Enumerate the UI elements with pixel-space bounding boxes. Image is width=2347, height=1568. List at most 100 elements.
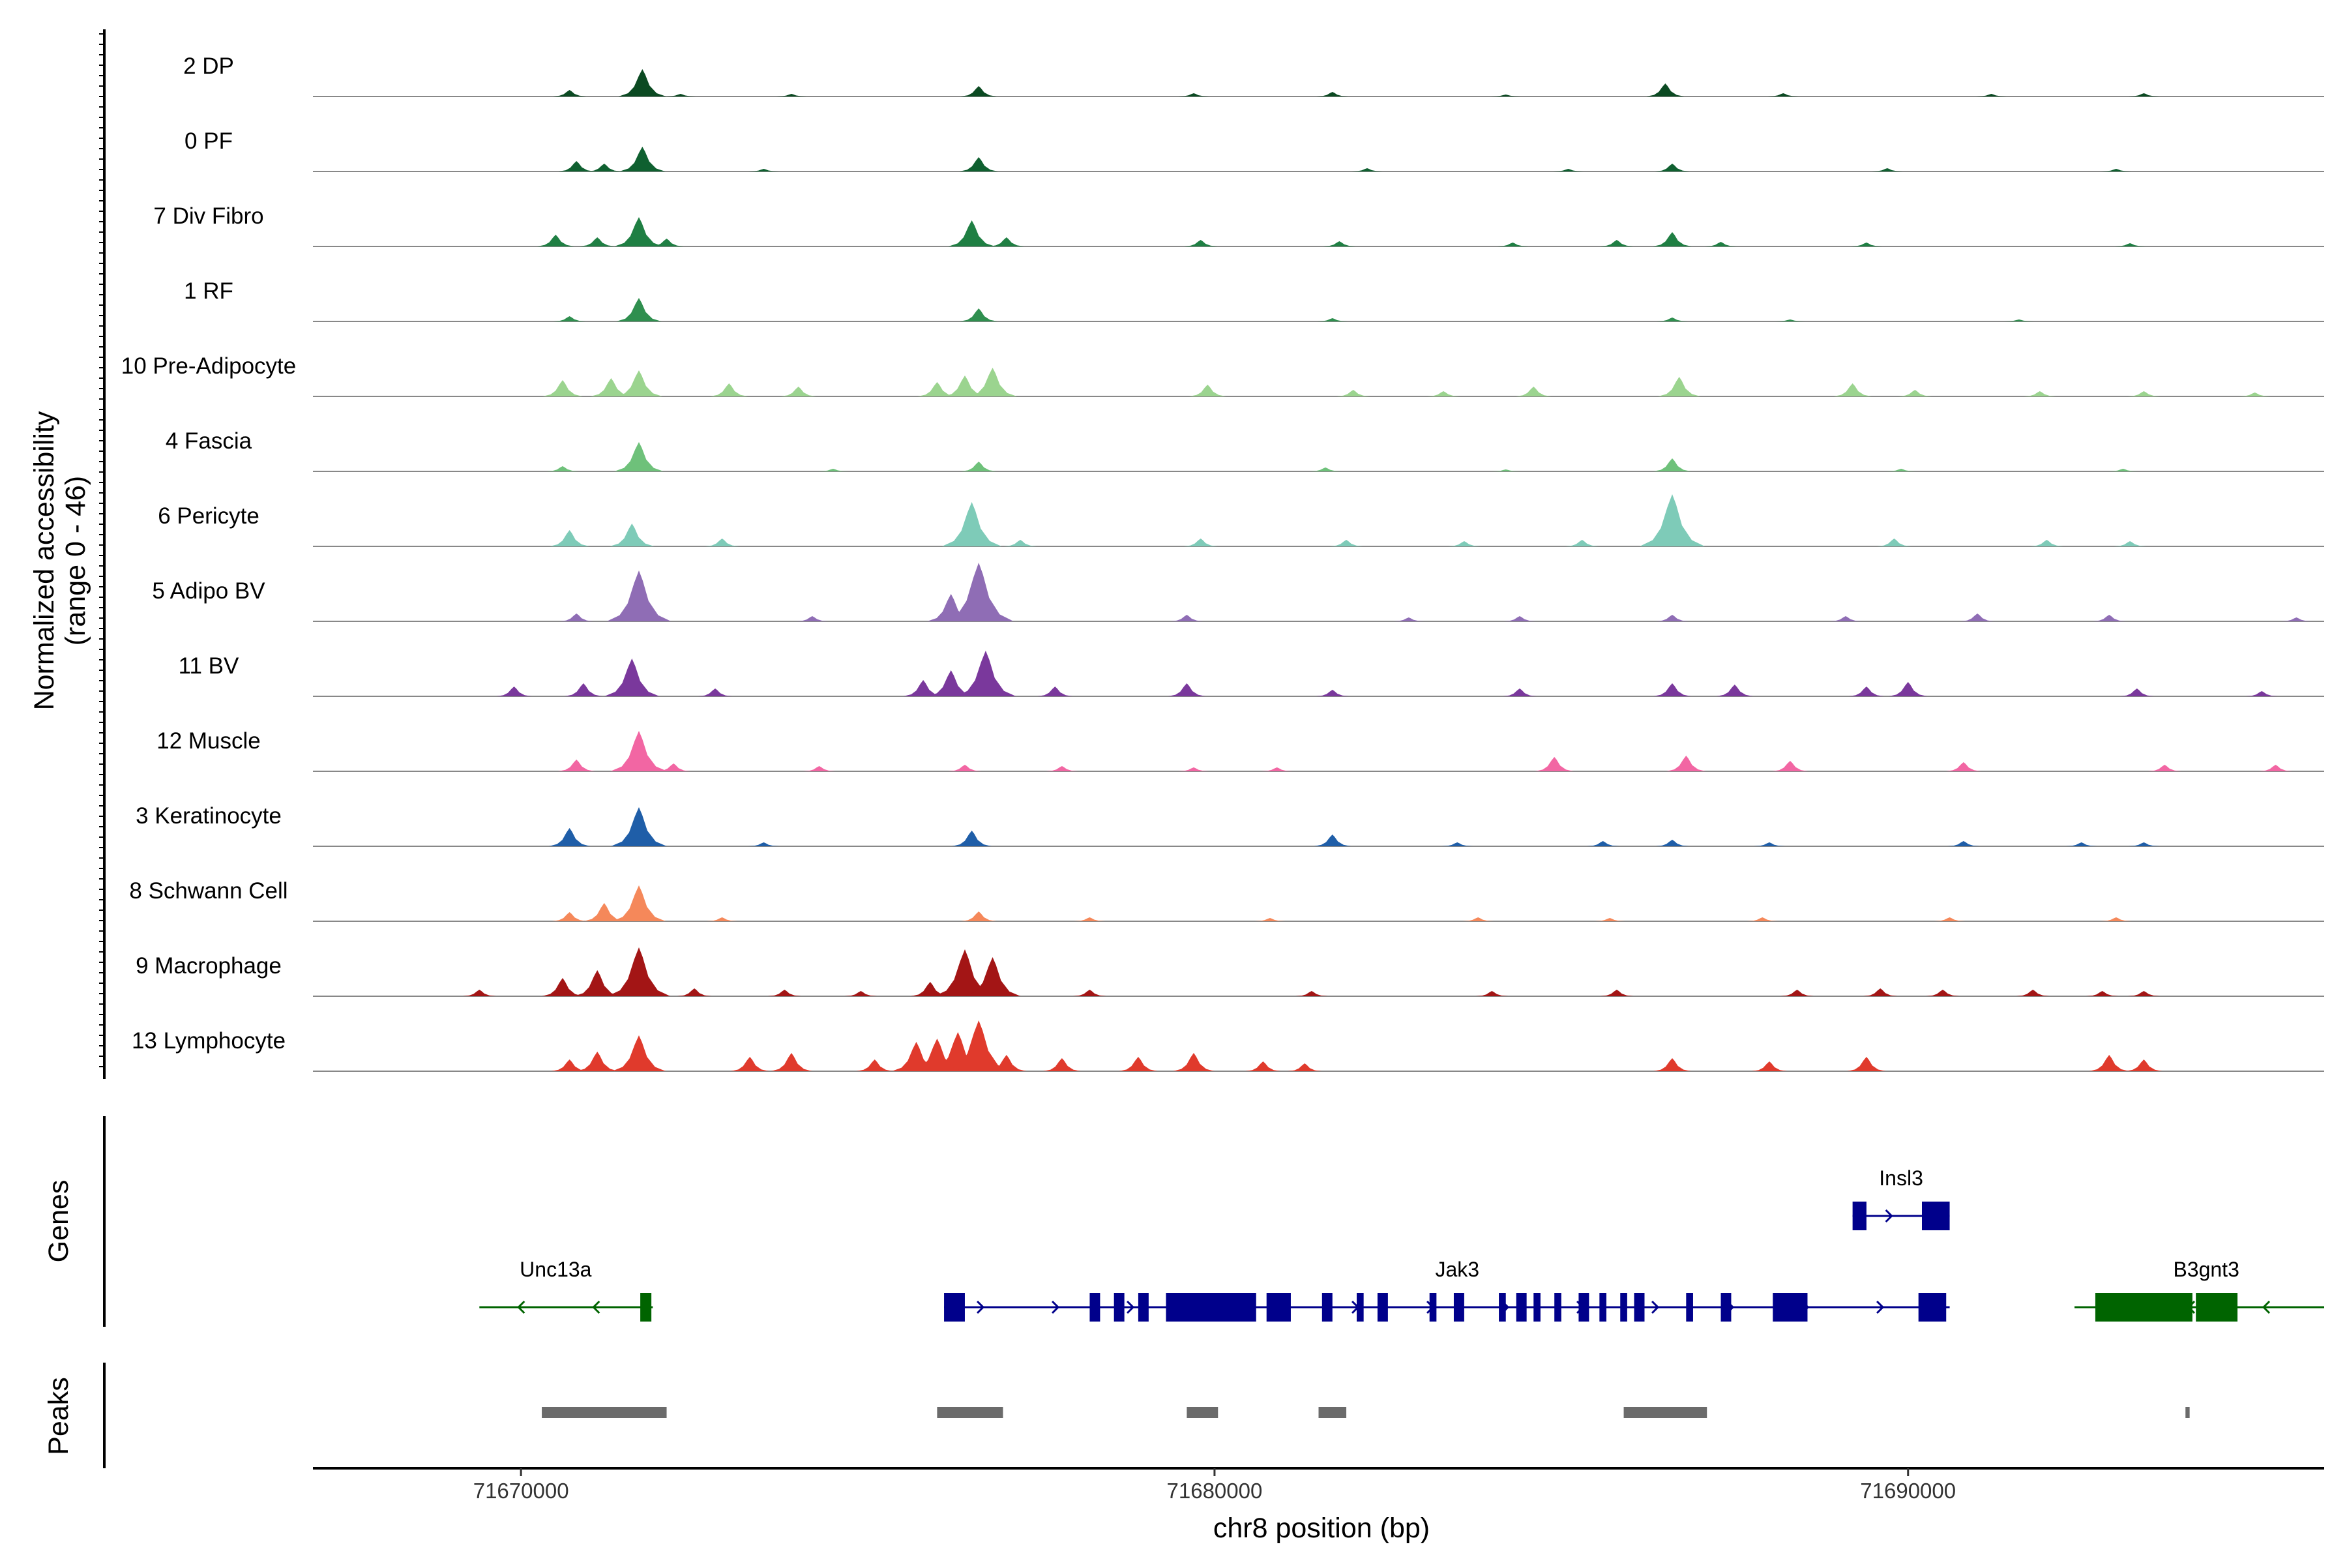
coverage-peak: [677, 988, 712, 996]
coverage-peak: [1847, 1057, 1886, 1071]
strand-arrow: [1126, 1300, 1135, 1314]
y-axis-range: (range 0 - 46): [60, 476, 91, 646]
coverage-peak: [2086, 991, 2119, 996]
gene-exon: [1266, 1293, 1291, 1322]
track-1-rf: 1 RF: [184, 278, 2324, 322]
coverage-peak: [614, 217, 664, 246]
coverage-peak: [2100, 917, 2132, 921]
coverage-peak: [1288, 1063, 1322, 1071]
gene-track: Unc13a Jak3 Insl3 B3gnt3: [479, 1166, 2324, 1322]
coverage-peak: [1046, 766, 1078, 771]
gene-exon: [1089, 1293, 1100, 1322]
coverage-peak: [1976, 94, 2007, 96]
coverage-peak: [2114, 541, 2146, 546]
coverage-peak: [1600, 990, 1634, 996]
peak-region: [1187, 1407, 1218, 1418]
coverage-peak: [1877, 539, 1912, 546]
coverage-peak: [1323, 241, 1356, 246]
coverage-peak: [803, 766, 836, 771]
coverage-peak: [649, 239, 684, 246]
peak-region: [2185, 1407, 2190, 1418]
track-label: 12 Muscle: [156, 728, 261, 754]
y-axis-title: Normalized accessibility: [29, 411, 60, 710]
coverage-peak: [948, 220, 996, 246]
coverage-peak: [612, 885, 666, 921]
coverage-peak: [934, 949, 996, 996]
track-5-adipo-bv: 5 Adipo BV: [152, 563, 2324, 622]
track-13-lymphocyte: 13 Lymphocyte: [132, 1020, 2324, 1072]
coverage-peak: [2127, 391, 2161, 396]
gene-exon: [640, 1293, 652, 1322]
coverage-peak: [537, 235, 574, 246]
coverage-peak: [2125, 1059, 2162, 1071]
coverage-peak: [542, 380, 583, 396]
gene-exon: [1138, 1293, 1149, 1322]
coverage-peak: [1310, 467, 1342, 471]
coverage-peak: [496, 687, 532, 696]
coverage-peak: [959, 157, 998, 171]
coverage-peak: [2065, 842, 2097, 846]
coverage-peak: [1189, 385, 1226, 396]
coverage-peak: [780, 387, 816, 396]
coverage-peak: [1653, 1058, 1691, 1071]
gene-exon: [1114, 1293, 1125, 1322]
coverage-peak: [706, 917, 738, 921]
coverage-peak: [583, 903, 625, 921]
gene-exon: [1429, 1293, 1437, 1322]
gene-label: Jak3: [1435, 1258, 1479, 1281]
coverage-peak: [2128, 842, 2160, 846]
coverage-peak: [553, 90, 587, 96]
coverage-peak: [1316, 690, 1350, 696]
coverage-peak: [1653, 458, 1691, 471]
coverage-peak: [551, 1059, 588, 1071]
gene-exon: [1377, 1293, 1388, 1322]
track-label: 8 Schwann Cell: [129, 878, 288, 904]
coverage-peak: [1490, 95, 1521, 96]
coverage-peak: [960, 86, 997, 96]
gene-unc13a: Unc13a: [479, 1258, 653, 1322]
coverage-peak: [1772, 761, 1808, 771]
x-tick-label: 71670000: [473, 1479, 569, 1503]
coverage-peak: [1497, 243, 1529, 246]
coverage-peak: [1780, 990, 1814, 996]
coverage-peak: [776, 94, 807, 96]
coverage-peak: [2003, 319, 2034, 321]
coverage-peak: [730, 1057, 769, 1071]
coverage-peak: [796, 616, 829, 621]
coverage-peak: [564, 683, 602, 696]
coverage-peak: [1646, 83, 1685, 96]
coverage-peak: [1351, 168, 1383, 171]
coverage-peak: [1314, 835, 1351, 846]
coverage-peak: [618, 69, 666, 96]
coverage-peak: [2114, 243, 2146, 246]
gene-exon: [1453, 1293, 1464, 1322]
coverage-peak: [705, 539, 739, 546]
coverage-peak: [1872, 168, 1903, 171]
coverage-peak: [615, 370, 662, 396]
track-4-fascia: 4 Fascia: [166, 428, 2324, 472]
coverage-peak: [1594, 918, 1625, 921]
gene-exon: [1922, 1202, 1950, 1230]
coverage-peak: [1945, 762, 1981, 771]
coverage-peak: [1074, 917, 1106, 921]
coverage-peak: [576, 1052, 619, 1071]
coverage-peak: [1829, 616, 1862, 621]
strand-arrow: [2262, 1300, 2271, 1314]
coverage-peak: [710, 383, 748, 396]
track-label: 5 Adipo BV: [152, 578, 265, 604]
strand-arrow: [976, 1300, 985, 1314]
coverage-peak: [610, 731, 668, 771]
coverage-peak: [986, 1055, 1027, 1071]
coverage-peak: [1767, 93, 1799, 96]
coverage-peak: [2127, 991, 2161, 996]
coverage-peak: [1072, 990, 1106, 996]
coverage-peak: [657, 763, 691, 771]
coverage-peak: [616, 298, 662, 321]
coverage-peak: [948, 765, 982, 771]
coverage-peak: [1336, 390, 1370, 396]
track-label: 9 Macrophage: [136, 953, 282, 979]
coverage-peak: [1833, 383, 1872, 396]
coverage-peak: [891, 1042, 941, 1071]
gene-exon: [1852, 1202, 1867, 1230]
strand-arrow: [1885, 1209, 1893, 1223]
